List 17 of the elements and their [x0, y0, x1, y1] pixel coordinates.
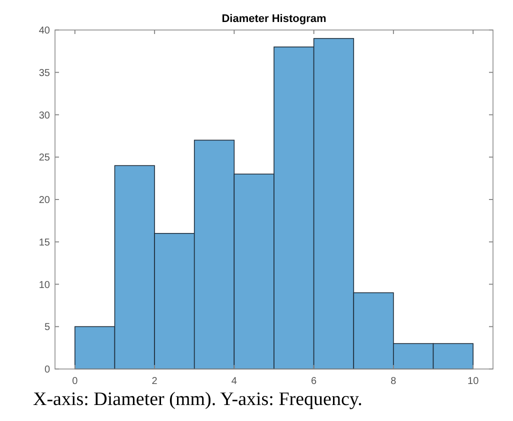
x-tick-label: 2 — [152, 376, 158, 387]
y-tick-label: 35 — [38, 68, 50, 79]
chart-title: Diameter Histogram — [222, 13, 326, 25]
y-tick-label: 40 — [38, 26, 50, 36]
y-tick-label: 30 — [38, 110, 50, 122]
text: X-axis: Diameter (mm). Y-axis: Frequency. — [33, 389, 362, 410]
y-tick-label: 15 — [38, 237, 50, 248]
y-tick-label: 0 — [44, 364, 50, 376]
x-tick-label: 0 — [72, 376, 78, 387]
x-tick-label: 8 — [390, 376, 397, 387]
x-tick-label: 10 — [468, 376, 480, 387]
x-tick-label: 4 — [231, 376, 238, 387]
x-tick-label: 6 — [311, 376, 318, 387]
y-tick-label: 5 — [44, 322, 50, 334]
y-tick-label: 25 — [38, 152, 50, 164]
y-tick-label: 20 — [38, 195, 50, 206]
y-tick-label: 10 — [38, 280, 50, 291]
